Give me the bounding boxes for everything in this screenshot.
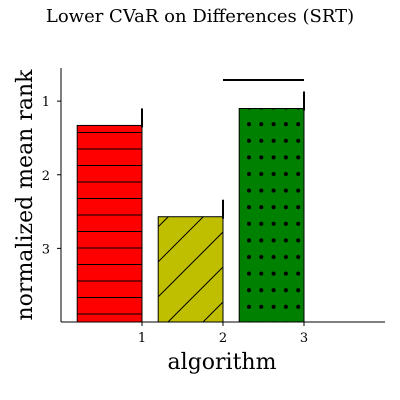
x-tick-label: 1: [138, 331, 146, 346]
y-tick-label: 2: [42, 169, 50, 184]
x-axis-label: algorithm: [168, 350, 277, 375]
x-ticks-group: 1 2 3: [138, 322, 308, 346]
y-axis-label: normalized mean rank: [13, 69, 38, 321]
chart-title: Lower CVaR on Differences (SRT): [46, 6, 354, 27]
x-tick-label: 2: [219, 331, 227, 346]
x-tick-label: 3: [300, 331, 308, 346]
y-ticks-group: 1 2 3: [42, 95, 61, 257]
bars-group: [76, 107, 305, 323]
y-tick-label: 3: [42, 242, 50, 257]
bar-1: [76, 124, 143, 323]
bar-3: [238, 107, 305, 323]
error-bars-group: [141, 91, 305, 219]
bar-2: [157, 216, 224, 323]
y-tick-label: 1: [42, 95, 50, 110]
